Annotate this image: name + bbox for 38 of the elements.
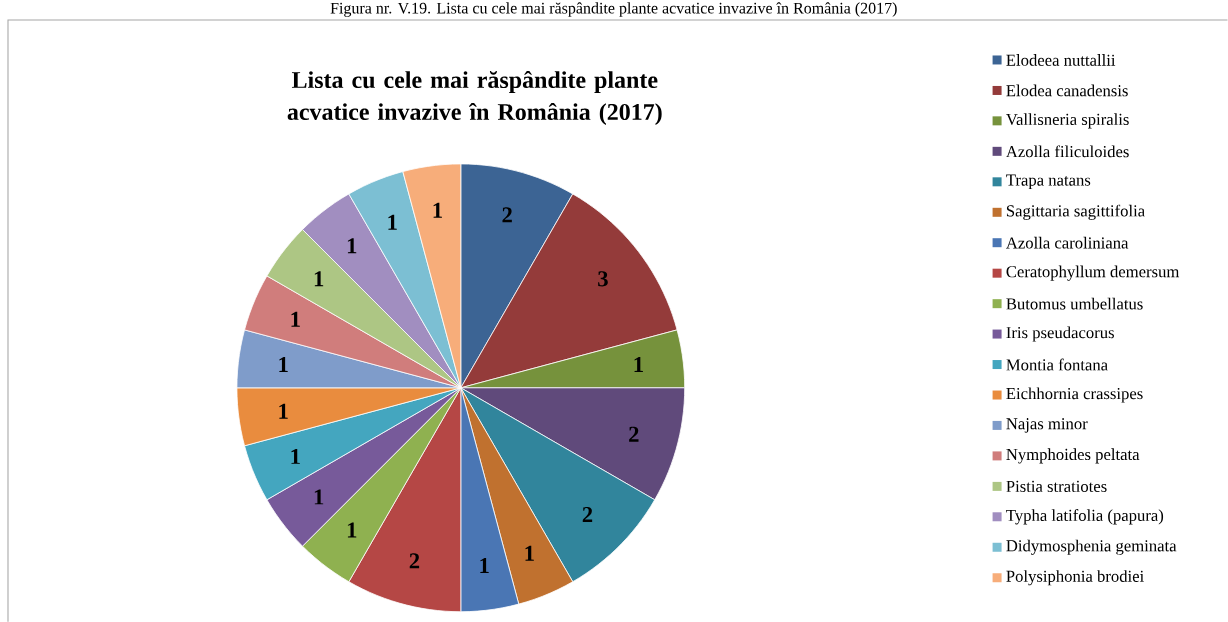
legend-label: Ceratophyllum demersum xyxy=(1006,265,1180,281)
data-label: 2 xyxy=(502,207,512,223)
data-label: 1 xyxy=(388,214,397,230)
legend-label: Najas minor xyxy=(1006,418,1088,433)
data-label: 3 xyxy=(598,271,608,287)
data-label: 2 xyxy=(582,506,593,522)
legend-label: Trapa natans xyxy=(1006,174,1091,189)
legend-label: Butomus umbellatus xyxy=(1006,297,1143,310)
legend-label: Azolla filiculoides xyxy=(1006,145,1129,158)
data-label: 1 xyxy=(291,311,300,327)
data-label: 1 xyxy=(291,448,300,464)
text: Figura nr. V.19. Lista cu cele mai răspândite plante acvatice invazive în România (2017) xyxy=(330,2,897,17)
legend-label: Iris pseudacorus xyxy=(1006,326,1114,342)
legend-label: Montia fontana xyxy=(1006,358,1108,371)
data-label: 1 xyxy=(314,489,324,505)
data-label: 1 xyxy=(347,238,357,254)
legend-label: Azolla caroliniana xyxy=(1006,236,1129,249)
data-label: 1 xyxy=(525,545,534,561)
data-label: 1 xyxy=(279,356,288,372)
legend-label: Didymosphenia geminata xyxy=(1006,539,1177,555)
legend-label: Eichhornia crassipes xyxy=(1006,387,1143,403)
data-label: 1 xyxy=(347,522,357,538)
legend-label: Typha latifolia (papura) xyxy=(1006,508,1164,525)
legend-label: Pistia stratiotes xyxy=(1006,480,1107,492)
text: Lista cu cele mai răspândite plante acvatice invazive în România (2017) xyxy=(287,70,662,125)
data-label: 1 xyxy=(480,557,489,573)
data-label: 1 xyxy=(279,403,288,419)
legend-label: Elodeea nuttallii xyxy=(1006,53,1116,66)
legend-label: Nymphoides peltata xyxy=(1006,448,1140,464)
data-label: 1 xyxy=(433,202,442,218)
legend-label: Vallisneria spiralis xyxy=(1006,113,1129,129)
legend-label: Elodea canadensis xyxy=(1006,84,1128,97)
data-label: 1 xyxy=(634,356,643,372)
data-label: 2 xyxy=(409,553,420,569)
data-label: 2 xyxy=(629,426,639,442)
data-label: 1 xyxy=(314,271,324,287)
legend-label: Sagittaria sagittifolia xyxy=(1006,204,1145,220)
legend-label: Polysiphonia brodiei xyxy=(1006,570,1144,586)
